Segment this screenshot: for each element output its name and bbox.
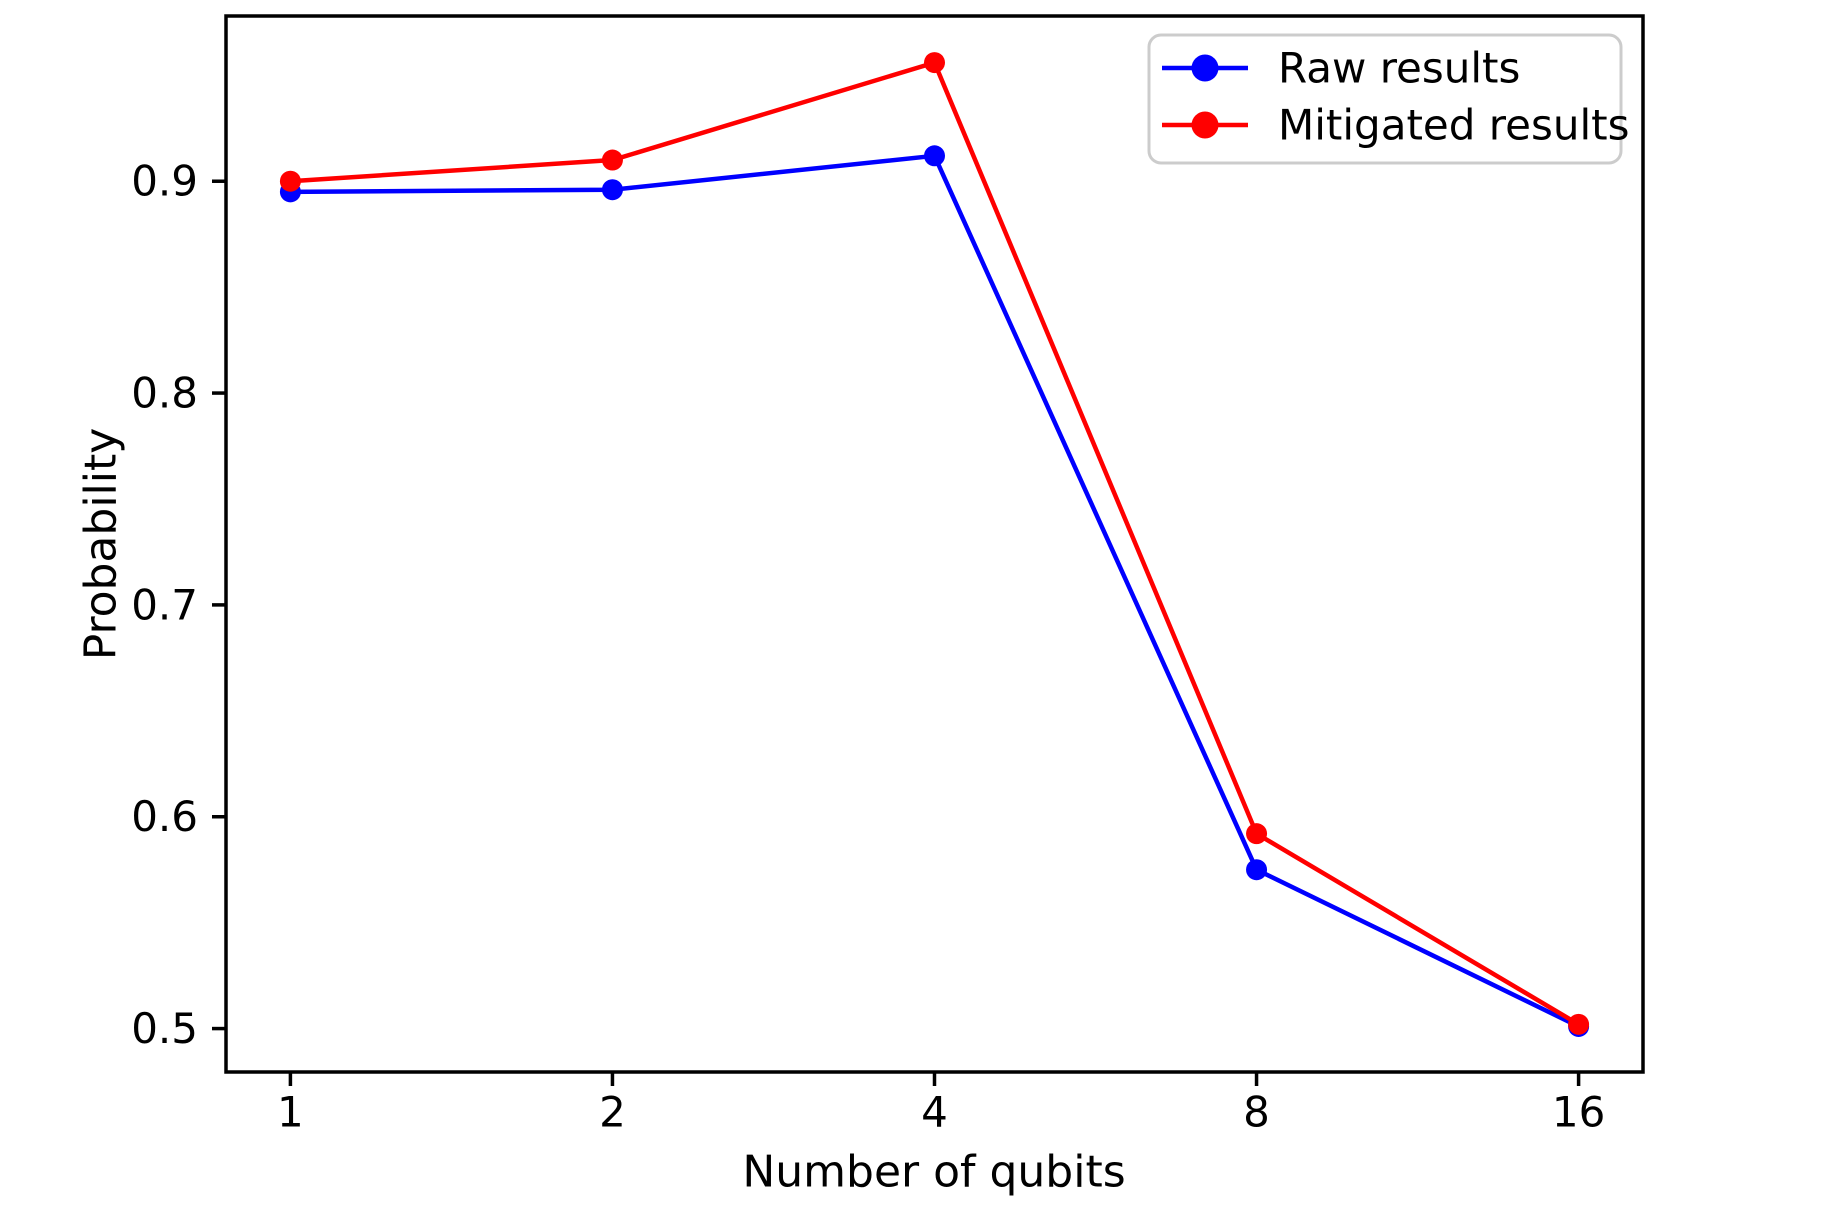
mitigated-results-point-x1 [279, 170, 301, 192]
series-group [279, 52, 1590, 1037]
y-tick-label: 0.7 [131, 580, 198, 629]
raw-results-point-x4 [924, 145, 945, 167]
mitigated-results-point-x8 [1246, 823, 1268, 845]
legend-box [1147, 33, 1623, 165]
x-tick-label: 8 [1243, 1088, 1270, 1137]
x-axis-ticks: 1 2 4 8 16 [277, 1072, 1605, 1137]
y-tick-label: 0.6 [131, 792, 198, 841]
legend: Raw results Mitigated results [1147, 33, 1629, 165]
x-tick-label: 2 [599, 1088, 626, 1137]
y-tick-label: 0.9 [131, 157, 198, 206]
y-axis-label: Probability [76, 428, 127, 661]
legend-entry-mitigated: Mitigated results [1162, 101, 1629, 150]
plot-frame [224, 14, 1645, 1074]
y-axis-ticks: 0.5 0.6 0.7 0.8 0.9 [131, 157, 226, 1053]
legend-marker-mitigated-icon [1191, 111, 1219, 139]
mitigated-results-point-x16 [1568, 1013, 1590, 1035]
x-tick-label: 16 [1552, 1088, 1605, 1137]
legend-label-raw: Raw results [1278, 44, 1520, 93]
mitigated-results-line [290, 60, 1580, 1027]
y-tick-label: 0.5 [131, 1004, 198, 1053]
legend-marker-raw-icon [1191, 54, 1219, 82]
raw-results-line [290, 153, 1580, 1029]
legend-label-mitigated: Mitigated results [1278, 101, 1629, 150]
mitigated-results-point-x2 [601, 149, 623, 171]
x-tick-label: 4 [921, 1088, 948, 1137]
legend-entry-raw: Raw results [1162, 44, 1520, 93]
x-tick-label: 1 [277, 1088, 304, 1137]
mitigated-results-point-x4 [924, 52, 945, 74]
raw-results-point-x2 [601, 179, 623, 201]
y-tick-label: 0.8 [131, 369, 198, 418]
x-axis-label: Number of qubits [742, 1147, 1125, 1198]
raw-results-point-x8 [1246, 859, 1268, 881]
